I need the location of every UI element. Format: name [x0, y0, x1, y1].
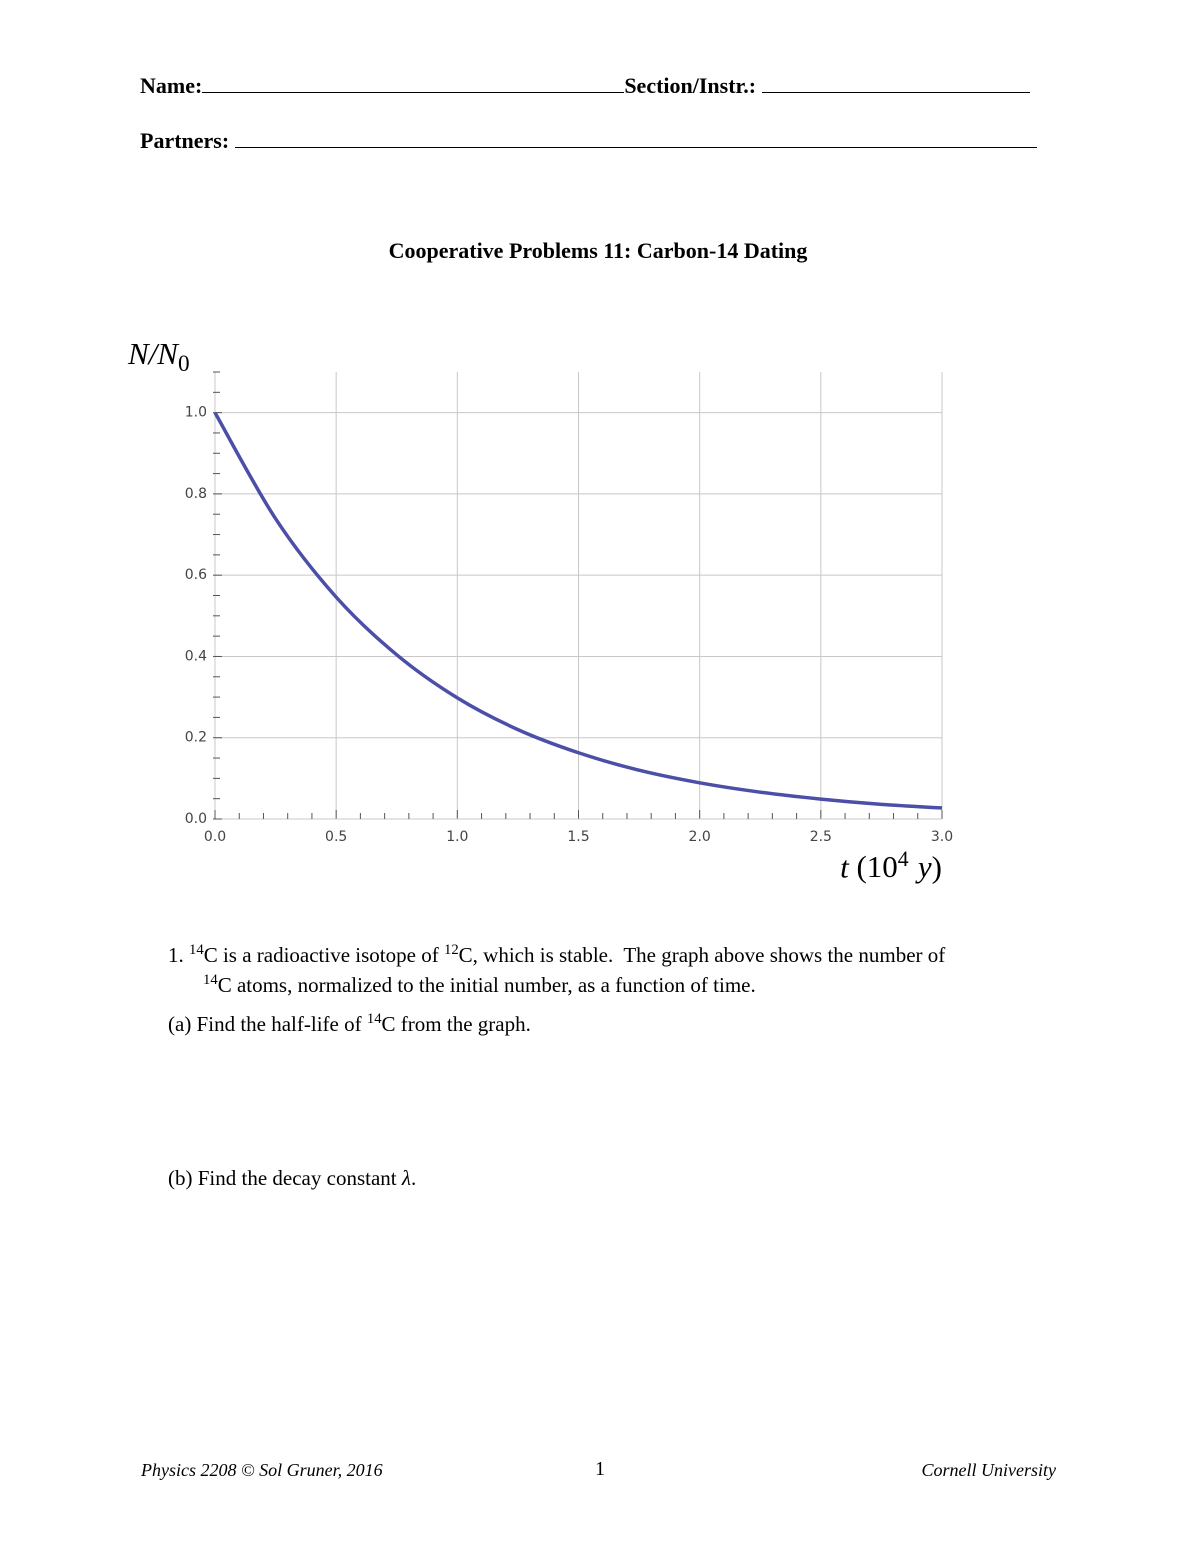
text-run: C atoms, normalized to the initial numbe… [217, 973, 756, 997]
text-run: ) [931, 849, 942, 885]
text-run: 14 [366, 1011, 382, 1027]
text-run: t [840, 849, 849, 885]
y-tick-label: 0.4 [185, 648, 207, 664]
text-run: (10 [856, 849, 898, 885]
text-run: 14 [203, 972, 218, 988]
section-label: Section/Instr.: [624, 73, 757, 98]
footer-right: Cornell University [921, 1460, 1056, 1480]
problem-number: 1. [168, 943, 184, 967]
name-label: Name: [140, 73, 203, 98]
footer-left: Physics 2208 © Sol Gruner, 2016 [141, 1460, 383, 1480]
x-tick-label: 2.5 [810, 829, 832, 845]
y-tick-label: 1.0 [185, 405, 207, 421]
x-tick-label: 2.0 [689, 829, 711, 845]
text-run: 4 [897, 847, 909, 871]
y-tick-label: 0.6 [185, 567, 207, 583]
text-run: (b) Find the decay constant [168, 1166, 402, 1190]
text-run: N/N [128, 336, 178, 371]
x-tick-label: 1.0 [446, 829, 468, 845]
x-tick-label: 3.0 [931, 829, 953, 845]
partners-row: Partners: [140, 127, 1037, 154]
section-field[interactable] [761, 72, 1030, 93]
partners-label: Partners: [140, 128, 230, 153]
problem-line: 1. 14C is a radioactive isotope of 12C, … [168, 942, 945, 968]
name-row: Name: Section/Instr.: [140, 72, 1030, 99]
text-run: (a) Find the half-life of [168, 1012, 367, 1036]
text-run: C from the graph. [381, 1012, 531, 1036]
x-tick-label: 1.5 [567, 829, 589, 845]
x-axis-label: t (104 y) [840, 847, 942, 885]
text-run: C is a radioactive isotope of [203, 943, 444, 967]
y-tick-label: 0.2 [185, 730, 207, 746]
doc-title: Cooperative Problems 11: Carbon-14 Datin… [388, 238, 808, 263]
decay-curve [213, 411, 943, 810]
x-tick-label: 0.0 [204, 829, 226, 845]
text-run: 12 [443, 942, 459, 958]
x-tick-label: 0.5 [325, 829, 347, 845]
partners-field[interactable] [234, 127, 1037, 148]
text-run: y [917, 849, 932, 885]
y-axis-label: N/N0 [128, 336, 190, 378]
problem-part: (b) Find the decay constant λ. [168, 1166, 416, 1191]
text-run: λ [401, 1166, 411, 1190]
text-run: 0 [177, 351, 190, 378]
chart: 0.0 0.5 1.0 1.5 2.0 2.5 3.0 0.0 0.2 0.4 0.6 0.8 1.0 [185, 371, 953, 845]
problem-line: 14C atoms, normalized to the initial num… [203, 972, 756, 998]
text-run: 14 [189, 942, 204, 958]
text-run: C, which is stable. The graph above show… [458, 943, 946, 967]
problem-part: (a) Find the half-life of 14C from the g… [168, 1011, 531, 1037]
y-tick-label: 0.0 [185, 811, 207, 827]
name-field[interactable] [202, 72, 625, 93]
text-run: . [410, 1166, 417, 1190]
y-tick-label: 0.8 [185, 486, 207, 502]
footer-page: 1 [595, 1458, 605, 1480]
